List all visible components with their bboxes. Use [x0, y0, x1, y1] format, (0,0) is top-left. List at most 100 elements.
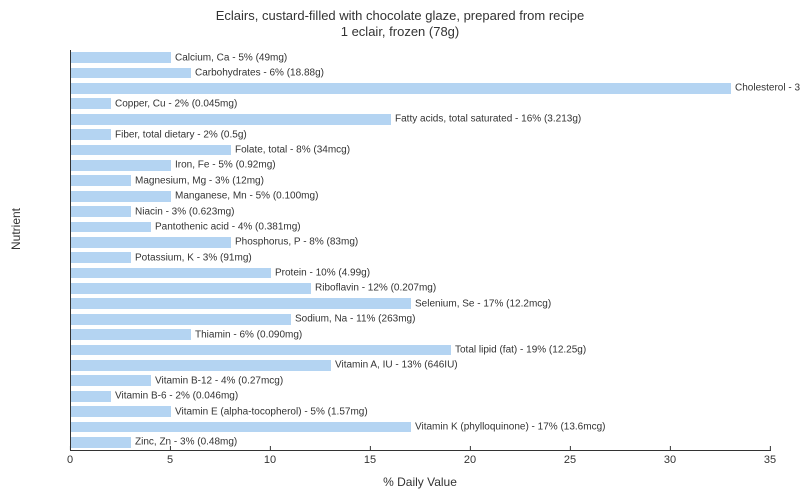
bar-row: Fiber, total dietary - 2% (0.5g) — [71, 127, 771, 142]
bar-row: Riboflavin - 12% (0.207mg) — [71, 281, 771, 296]
bar-row: Protein - 10% (4.99g) — [71, 265, 771, 280]
bar-label: Vitamin E (alpha-tocopherol) - 5% (1.57m… — [175, 406, 368, 417]
bar — [71, 283, 311, 294]
bar-row: Vitamin B-12 - 4% (0.27mcg) — [71, 373, 771, 388]
bar — [71, 375, 151, 386]
bar-row: Niacin - 3% (0.623mg) — [71, 204, 771, 219]
bar-label: Fatty acids, total saturated - 16% (3.21… — [395, 114, 581, 125]
chart-title-line2: 1 eclair, frozen (78g) — [0, 24, 800, 39]
bar-label: Phosphorus, P - 8% (83mg) — [235, 237, 358, 248]
bar-row: Vitamin E (alpha-tocopherol) - 5% (1.57m… — [71, 404, 771, 419]
nutrient-chart: Eclairs, custard-filled with chocolate g… — [0, 0, 800, 500]
bar — [71, 145, 231, 156]
bar-label: Vitamin B-6 - 2% (0.046mg) — [115, 391, 238, 402]
bar — [71, 222, 151, 233]
x-tick: 20 — [464, 450, 476, 466]
bar-label: Protein - 10% (4.99g) — [275, 268, 370, 279]
bar — [71, 175, 131, 186]
bar — [71, 360, 331, 371]
bar-label: Potassium, K - 3% (91mg) — [135, 252, 252, 263]
bar-label: Fiber, total dietary - 2% (0.5g) — [115, 129, 247, 140]
bar-label: Carbohydrates - 6% (18.88g) — [195, 68, 324, 79]
bar-label: Vitamin K (phylloquinone) - 17% (13.6mcg… — [415, 421, 605, 432]
bar — [71, 52, 171, 63]
bar — [71, 191, 171, 202]
x-tick: 25 — [564, 450, 576, 466]
bar-row: Cholesterol - 33% (99mg) — [71, 81, 771, 96]
bar-row: Carbohydrates - 6% (18.88g) — [71, 65, 771, 80]
bar-label: Folate, total - 8% (34mcg) — [235, 144, 350, 155]
bar-label: Zinc, Zn - 3% (0.48mg) — [135, 437, 237, 448]
bar-row: Folate, total - 8% (34mcg) — [71, 142, 771, 157]
x-tick-label: 35 — [764, 450, 776, 466]
x-tick-label: 20 — [464, 450, 476, 466]
bar — [71, 114, 391, 125]
bar-row: Zinc, Zn - 3% (0.48mg) — [71, 435, 771, 450]
bar-label: Pantothenic acid - 4% (0.381mg) — [155, 221, 301, 232]
x-tick: 30 — [664, 450, 676, 466]
x-tick-label: 15 — [364, 450, 376, 466]
bar-row: Potassium, K - 3% (91mg) — [71, 250, 771, 265]
x-tick: 15 — [364, 450, 376, 466]
x-tick: 5 — [167, 450, 173, 466]
bar-label: Vitamin B-12 - 4% (0.27mcg) — [155, 375, 283, 386]
bar — [71, 345, 451, 356]
bar-label: Total lipid (fat) - 19% (12.25g) — [455, 344, 586, 355]
bar-row: Magnesium, Mg - 3% (12mg) — [71, 173, 771, 188]
bar — [71, 391, 111, 402]
bar-row: Iron, Fe - 5% (0.92mg) — [71, 158, 771, 173]
bar-row: Pantothenic acid - 4% (0.381mg) — [71, 219, 771, 234]
bar-row: Calcium, Ca - 5% (49mg) — [71, 50, 771, 65]
bar-row: Total lipid (fat) - 19% (12.25g) — [71, 342, 771, 357]
x-tick: 35 — [764, 450, 776, 466]
bar — [71, 129, 111, 140]
bar-row: Vitamin B-6 - 2% (0.046mg) — [71, 388, 771, 403]
bar — [71, 314, 291, 325]
bar-label: Iron, Fe - 5% (0.92mg) — [175, 160, 276, 171]
bar-label: Riboflavin - 12% (0.207mg) — [315, 283, 436, 294]
bar-row: Manganese, Mn - 5% (0.100mg) — [71, 188, 771, 203]
x-tick: 10 — [264, 450, 276, 466]
bar-row: Phosphorus, P - 8% (83mg) — [71, 235, 771, 250]
x-tick-label: 10 — [264, 450, 276, 466]
bar — [71, 160, 171, 171]
bars-container: Calcium, Ca - 5% (49mg) Carbohydrates - 6… — [71, 50, 771, 450]
y-axis-label: Nutrient — [9, 208, 23, 250]
bar-row: Vitamin A, IU - 13% (646IU) — [71, 358, 771, 373]
bar-row: Thiamin - 6% (0.090mg) — [71, 327, 771, 342]
bar-row: Fatty acids, total saturated - 16% (3.21… — [71, 112, 771, 127]
bar-label: Calcium, Ca - 5% (49mg) — [175, 52, 287, 63]
bar-row: Vitamin K (phylloquinone) - 17% (13.6mcg… — [71, 419, 771, 434]
x-tick-label: 5 — [167, 450, 173, 466]
bar — [71, 98, 111, 109]
bar-label: Sodium, Na - 11% (263mg) — [295, 314, 415, 325]
bar — [71, 268, 271, 279]
bar — [71, 237, 231, 248]
bar-row: Sodium, Na - 11% (263mg) — [71, 312, 771, 327]
bar — [71, 329, 191, 340]
bar-label: Manganese, Mn - 5% (0.100mg) — [175, 191, 318, 202]
bar-label: Magnesium, Mg - 3% (12mg) — [135, 175, 264, 186]
bar-row: Copper, Cu - 2% (0.045mg) — [71, 96, 771, 111]
bar — [71, 252, 131, 263]
bar-label: Vitamin A, IU - 13% (646IU) — [335, 360, 458, 371]
bar — [71, 406, 171, 417]
bar-row: Selenium, Se - 17% (12.2mcg) — [71, 296, 771, 311]
x-tick-label: 25 — [564, 450, 576, 466]
bar-label: Thiamin - 6% (0.090mg) — [195, 329, 302, 340]
x-axis-label: % Daily Value — [70, 475, 770, 489]
bar — [71, 298, 411, 309]
bar-label: Niacin - 3% (0.623mg) — [135, 206, 234, 217]
bar — [71, 68, 191, 79]
bar-label: Cholesterol - 33% (99mg) — [735, 83, 800, 94]
bar — [71, 83, 731, 94]
plot-area: Calcium, Ca - 5% (49mg) Carbohydrates - 6… — [70, 50, 771, 451]
x-tick-label: 30 — [664, 450, 676, 466]
bar-label: Copper, Cu - 2% (0.045mg) — [115, 98, 237, 109]
bar — [71, 437, 131, 448]
chart-title-line1: Eclairs, custard-filled with chocolate g… — [0, 8, 800, 23]
x-tick-label: 0 — [67, 450, 73, 466]
bar — [71, 206, 131, 217]
bar-label: Selenium, Se - 17% (12.2mcg) — [415, 298, 551, 309]
x-tick: 0 — [67, 450, 73, 466]
